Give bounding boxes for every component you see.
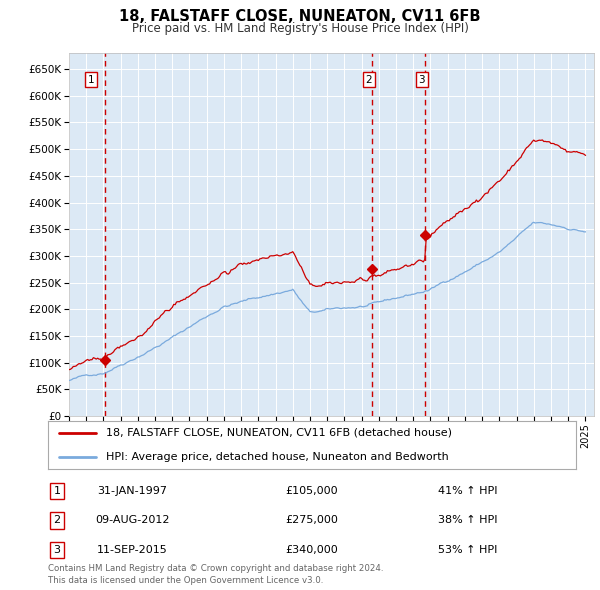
Text: 3: 3 [418, 75, 425, 85]
Text: 2: 2 [53, 516, 61, 525]
Text: 2: 2 [365, 75, 372, 85]
Text: 31-JAN-1997: 31-JAN-1997 [97, 486, 167, 496]
Text: 41% ↑ HPI: 41% ↑ HPI [438, 486, 497, 496]
Text: 53% ↑ HPI: 53% ↑ HPI [438, 545, 497, 555]
Text: 1: 1 [53, 486, 61, 496]
Text: £275,000: £275,000 [286, 516, 338, 525]
Text: £340,000: £340,000 [286, 545, 338, 555]
Text: 18, FALSTAFF CLOSE, NUNEATON, CV11 6FB: 18, FALSTAFF CLOSE, NUNEATON, CV11 6FB [119, 9, 481, 24]
Text: Contains HM Land Registry data © Crown copyright and database right 2024.
This d: Contains HM Land Registry data © Crown c… [48, 565, 383, 585]
Text: 11-SEP-2015: 11-SEP-2015 [97, 545, 167, 555]
Text: Price paid vs. HM Land Registry's House Price Index (HPI): Price paid vs. HM Land Registry's House … [131, 22, 469, 35]
Text: 3: 3 [53, 545, 61, 555]
Text: 09-AUG-2012: 09-AUG-2012 [95, 516, 169, 525]
Text: HPI: Average price, detached house, Nuneaton and Bedworth: HPI: Average price, detached house, Nune… [106, 452, 449, 462]
Text: £105,000: £105,000 [286, 486, 338, 496]
Text: 18, FALSTAFF CLOSE, NUNEATON, CV11 6FB (detached house): 18, FALSTAFF CLOSE, NUNEATON, CV11 6FB (… [106, 428, 452, 438]
Text: 38% ↑ HPI: 38% ↑ HPI [438, 516, 497, 525]
Text: 1: 1 [88, 75, 94, 85]
